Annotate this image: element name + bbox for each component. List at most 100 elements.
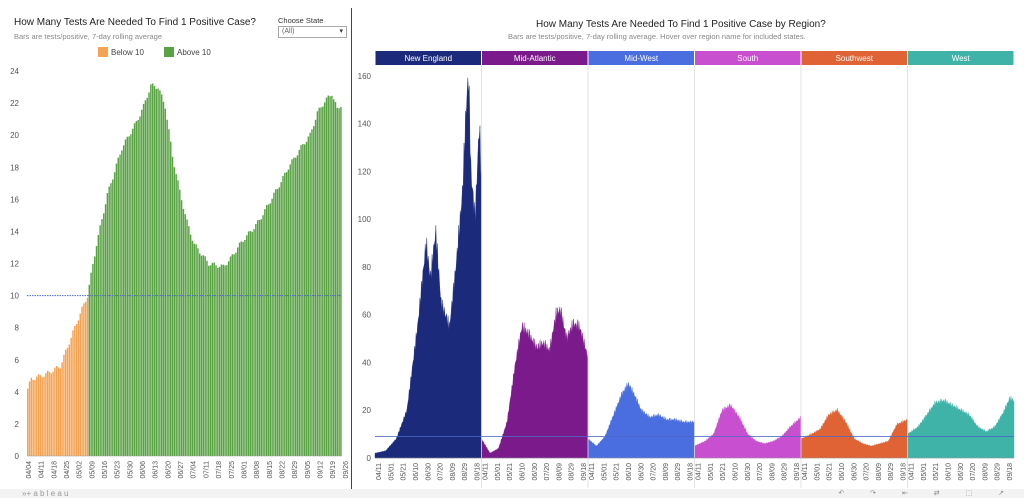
- bar: [222, 264, 224, 456]
- x-tick-label: 05/01: [814, 463, 821, 481]
- bar: [122, 145, 125, 457]
- bar: [327, 95, 329, 457]
- bar: [247, 231, 250, 456]
- bar: [115, 163, 118, 457]
- bar: [215, 265, 217, 456]
- x-tick-label: 08/29: [995, 463, 1002, 481]
- x-tick-label: 05/01: [708, 463, 715, 481]
- bar: [311, 129, 313, 457]
- bar: [104, 204, 107, 456]
- state-filter-label: Choose State: [278, 16, 324, 25]
- x-tick-label: 04/11: [696, 463, 703, 480]
- bar: [329, 96, 331, 456]
- bar: [244, 239, 246, 456]
- x-tick-label: 08/09: [769, 463, 776, 481]
- bar: [117, 157, 119, 456]
- legend-item-below-10[interactable]: Below 10: [98, 47, 144, 57]
- bar: [101, 219, 103, 456]
- bar: [142, 103, 145, 456]
- x-tick-label: 09/18: [901, 463, 908, 481]
- bar: [70, 337, 72, 456]
- x-tick-label: 06/10: [839, 463, 846, 481]
- x-tick-label: 05/01: [601, 463, 608, 481]
- x-tick-label: 05/21: [507, 463, 514, 481]
- bar: [293, 157, 295, 456]
- bar: [309, 132, 311, 456]
- bar: [157, 88, 159, 456]
- bar: [48, 371, 51, 456]
- bar: [256, 220, 259, 456]
- state-filter-dropdown[interactable]: (All) ▾: [278, 26, 347, 38]
- x-tick-label: 06/30: [425, 463, 432, 481]
- bar: [160, 94, 163, 456]
- bar: [36, 376, 38, 456]
- y-tick-label: 2: [15, 420, 20, 429]
- x-tick-label: 09/18: [581, 463, 588, 481]
- bar: [300, 145, 302, 456]
- bar: [253, 229, 255, 456]
- left-chart-title: How Many Tests Are Needed To Find 1 Posi…: [14, 17, 256, 28]
- bar: [63, 354, 65, 456]
- tableau-logo[interactable]: »+ a b l e a u: [22, 489, 69, 498]
- region-header: [375, 51, 481, 65]
- bar: [269, 203, 272, 456]
- x-tick-label: 04/25: [64, 461, 71, 479]
- x-tick-label: 06/13: [153, 461, 160, 479]
- x-tick-label: 07/20: [544, 463, 551, 481]
- x-tick-label: 05/01: [495, 463, 502, 481]
- x-tick-label: 05/09: [89, 461, 96, 479]
- bar: [37, 374, 40, 456]
- bar: [39, 375, 42, 456]
- bar: [323, 102, 326, 456]
- bar: [262, 215, 264, 456]
- bar: [294, 157, 297, 456]
- y-tick-label: 8: [15, 324, 20, 333]
- legend-swatch: [98, 47, 108, 57]
- bar: [291, 159, 293, 456]
- y-tick-label: 0: [15, 452, 20, 461]
- bar: [318, 107, 320, 457]
- bar: [153, 85, 156, 456]
- y-tick-label: 24: [10, 67, 19, 76]
- x-tick-label: 05/21: [720, 463, 727, 481]
- y-tick-label: 60: [362, 311, 371, 320]
- x-tick-label: 07/20: [438, 463, 445, 481]
- bar: [249, 231, 252, 456]
- bar: [81, 306, 83, 456]
- bar: [50, 373, 52, 456]
- legend-item-above-10[interactable]: Above 10: [164, 47, 211, 57]
- x-tick-label: 05/21: [933, 463, 940, 481]
- region-panel-south: South: [694, 51, 802, 459]
- x-tick-label: 05/30: [127, 461, 134, 479]
- x-tick-label: 07/18: [216, 461, 223, 479]
- bar: [189, 234, 192, 456]
- bar: [150, 84, 152, 456]
- x-tick-label: 08/09: [982, 463, 989, 481]
- y-tick-label: 20: [10, 131, 19, 140]
- x-tick-label: 06/30: [532, 463, 539, 481]
- x-tick-label: 06/20: [165, 461, 172, 479]
- x-tick-label: 08/29: [888, 463, 895, 481]
- bar: [55, 365, 58, 456]
- y-tick-label: 16: [10, 195, 19, 204]
- region-panel-mid-west: Mid-West: [587, 51, 695, 459]
- bar: [84, 301, 87, 456]
- bar: [336, 107, 339, 456]
- toolbar-icons[interactable]: ↶ ↷ ⇤ ⇄ ⬚ ↗: [838, 490, 1016, 497]
- x-tick-label: 04/11: [802, 463, 809, 480]
- region-header-label: New England: [404, 54, 452, 63]
- bar: [180, 200, 183, 456]
- bar: [322, 106, 324, 456]
- bar: [204, 256, 206, 456]
- bar: [75, 324, 78, 456]
- bar: [34, 379, 36, 456]
- y-tick-label: 6: [15, 356, 20, 365]
- x-tick-label: 06/30: [638, 463, 645, 481]
- bar: [93, 256, 96, 456]
- bar: [95, 246, 98, 456]
- x-tick-label: 04/04: [26, 461, 33, 479]
- bar: [171, 156, 174, 456]
- bar: [340, 107, 342, 457]
- bar: [338, 108, 340, 456]
- x-tick-label: 05/21: [827, 463, 834, 481]
